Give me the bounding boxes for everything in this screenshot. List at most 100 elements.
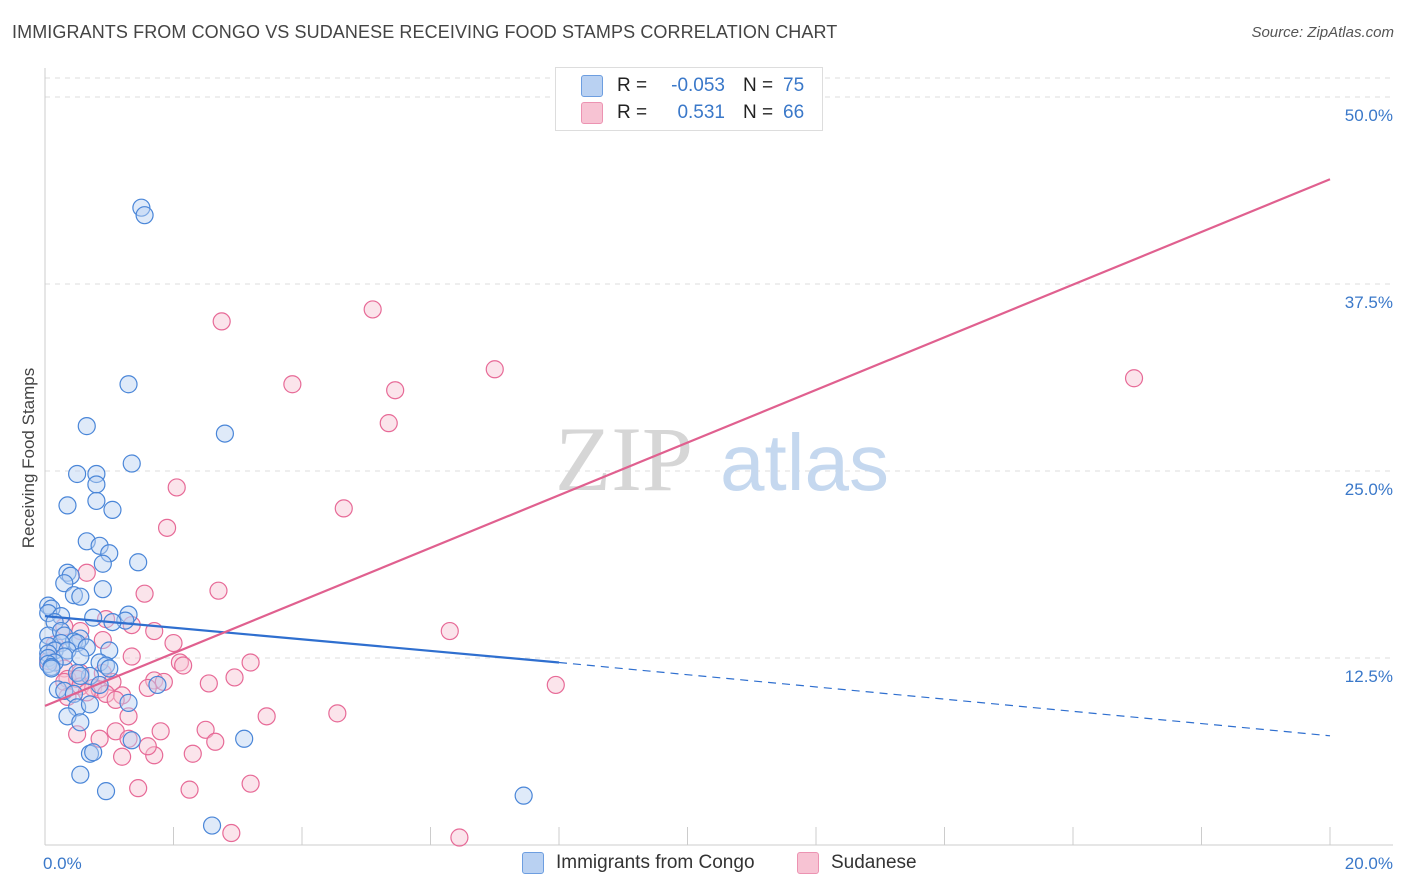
chart-title: IMMIGRANTS FROM CONGO VS SUDANESE RECEIV… xyxy=(12,22,838,42)
data-point-sudanese xyxy=(1124,369,1144,388)
data-point-sudanese xyxy=(119,707,138,726)
bottom-legend-sudanese: Sudanese xyxy=(797,852,917,874)
data-point-sudanese xyxy=(485,360,504,379)
data-point-congo xyxy=(77,417,96,436)
data-point-congo xyxy=(64,586,84,605)
data-point-sudanese xyxy=(170,653,190,672)
data-point-sudanese xyxy=(440,621,459,641)
data-point-congo xyxy=(215,424,234,443)
data-point-congo xyxy=(100,544,119,563)
data-point-sudanese xyxy=(129,779,148,798)
y-tick-label: 12.5% xyxy=(1345,667,1393,686)
legend-n-label: N = xyxy=(743,102,774,123)
data-point-congo xyxy=(71,765,90,784)
legend-row-sudanese: R = 0.531 N = 66 xyxy=(556,100,804,126)
bottom-legend-congo: Immigrants from Congo xyxy=(522,852,755,874)
data-point-congo xyxy=(77,638,96,657)
data-point-sudanese xyxy=(135,584,154,603)
trend-lines xyxy=(44,178,1331,737)
data-point-congo xyxy=(235,729,254,748)
data-point-congo xyxy=(202,816,222,835)
data-point-congo xyxy=(119,693,138,712)
data-point-congo xyxy=(84,608,103,627)
data-point-sudanese xyxy=(241,653,260,672)
data-point-congo xyxy=(87,475,106,494)
data-point-sudanese xyxy=(379,414,398,433)
data-point-congo xyxy=(93,580,112,599)
data-point-congo xyxy=(96,656,116,675)
data-point-sudanese xyxy=(93,630,112,650)
data-point-congo xyxy=(96,782,116,801)
legend-r-label: R = xyxy=(617,75,648,96)
data-point-congo xyxy=(71,666,90,686)
data-point-congo xyxy=(71,647,90,666)
data-point-sudanese xyxy=(96,684,116,704)
y-tick-label: 37.5% xyxy=(1345,293,1393,312)
data-point-congo xyxy=(122,731,141,750)
data-point-congo xyxy=(103,500,122,519)
data-point-sudanese xyxy=(241,774,260,793)
legend-n-value: 75 xyxy=(783,75,805,96)
data-point-sudanese xyxy=(386,381,405,400)
data-point-sudanese xyxy=(68,725,87,744)
legend-n-value: 66 xyxy=(783,102,805,123)
data-point-congo xyxy=(68,633,87,653)
trend-line-congo xyxy=(44,615,560,664)
data-point-sudanese xyxy=(546,675,565,695)
y-tick-label: 50.0% xyxy=(1345,106,1393,125)
legend-swatch-congo xyxy=(581,75,603,97)
trend-line-congo-extrapolated xyxy=(558,661,1331,737)
data-point-congo xyxy=(84,743,103,762)
data-point-congo xyxy=(129,553,148,572)
data-point-sudanese xyxy=(450,828,469,847)
y-tick-label: 25.0% xyxy=(1345,480,1393,499)
data-point-congo xyxy=(122,454,141,473)
legend-label-congo: Immigrants from Congo xyxy=(556,852,755,873)
x-tick-label: 20.0% xyxy=(1345,854,1393,873)
data-point-sudanese xyxy=(363,300,382,319)
watermark: ZIP atlas xyxy=(555,408,889,510)
data-point-congo xyxy=(68,663,87,683)
data-point-congo xyxy=(58,563,77,582)
axes xyxy=(44,68,1393,846)
data-point-congo xyxy=(90,536,109,555)
correlation-legend: R = -0.053 N = 75 R = 0.531 N = 66 xyxy=(555,67,823,131)
data-point-sudanese xyxy=(257,707,276,726)
data-point-sudanese xyxy=(206,732,225,751)
data-point-congo xyxy=(100,659,119,678)
data-point-congo xyxy=(514,786,533,805)
data-point-congo xyxy=(100,641,119,660)
data-point-congo xyxy=(68,464,87,484)
watermark-atlas: atlas xyxy=(720,418,889,507)
data-point-sudanese xyxy=(283,375,302,394)
source-label: Source: ZipAtlas.com xyxy=(1251,24,1394,41)
data-point-sudanese xyxy=(199,674,218,693)
legend-label-sudanese: Sudanese xyxy=(831,852,917,873)
data-point-sudanese xyxy=(157,518,177,537)
data-point-congo xyxy=(42,659,61,678)
data-point-sudanese xyxy=(212,312,231,331)
data-point-sudanese xyxy=(77,563,96,582)
data-point-sudanese xyxy=(164,633,183,653)
legend-swatch-sudanese xyxy=(581,102,603,124)
data-point-sudanese xyxy=(183,744,202,763)
legend-r-label: R = xyxy=(617,102,648,123)
trend-line-sudanese xyxy=(44,178,1331,707)
data-point-congo xyxy=(80,695,100,714)
tick-labels: 12.5% 25.0% 37.5% 50.0% 0.0% 20.0% xyxy=(43,106,1393,873)
data-point-sudanese xyxy=(196,720,215,739)
data-point-congo xyxy=(135,206,154,225)
data-point-sudanese xyxy=(167,478,186,497)
x-tick-label: 0.0% xyxy=(43,854,82,873)
data-point-sudanese xyxy=(222,823,241,843)
data-point-sudanese xyxy=(145,746,164,765)
data-point-sudanese xyxy=(225,668,244,687)
data-point-congo xyxy=(71,713,90,732)
gridlines xyxy=(45,77,1393,659)
series-congo xyxy=(39,198,533,835)
data-point-congo xyxy=(39,596,58,615)
data-point-sudanese xyxy=(151,722,170,741)
data-point-congo xyxy=(93,554,112,573)
data-point-sudanese xyxy=(174,656,193,675)
